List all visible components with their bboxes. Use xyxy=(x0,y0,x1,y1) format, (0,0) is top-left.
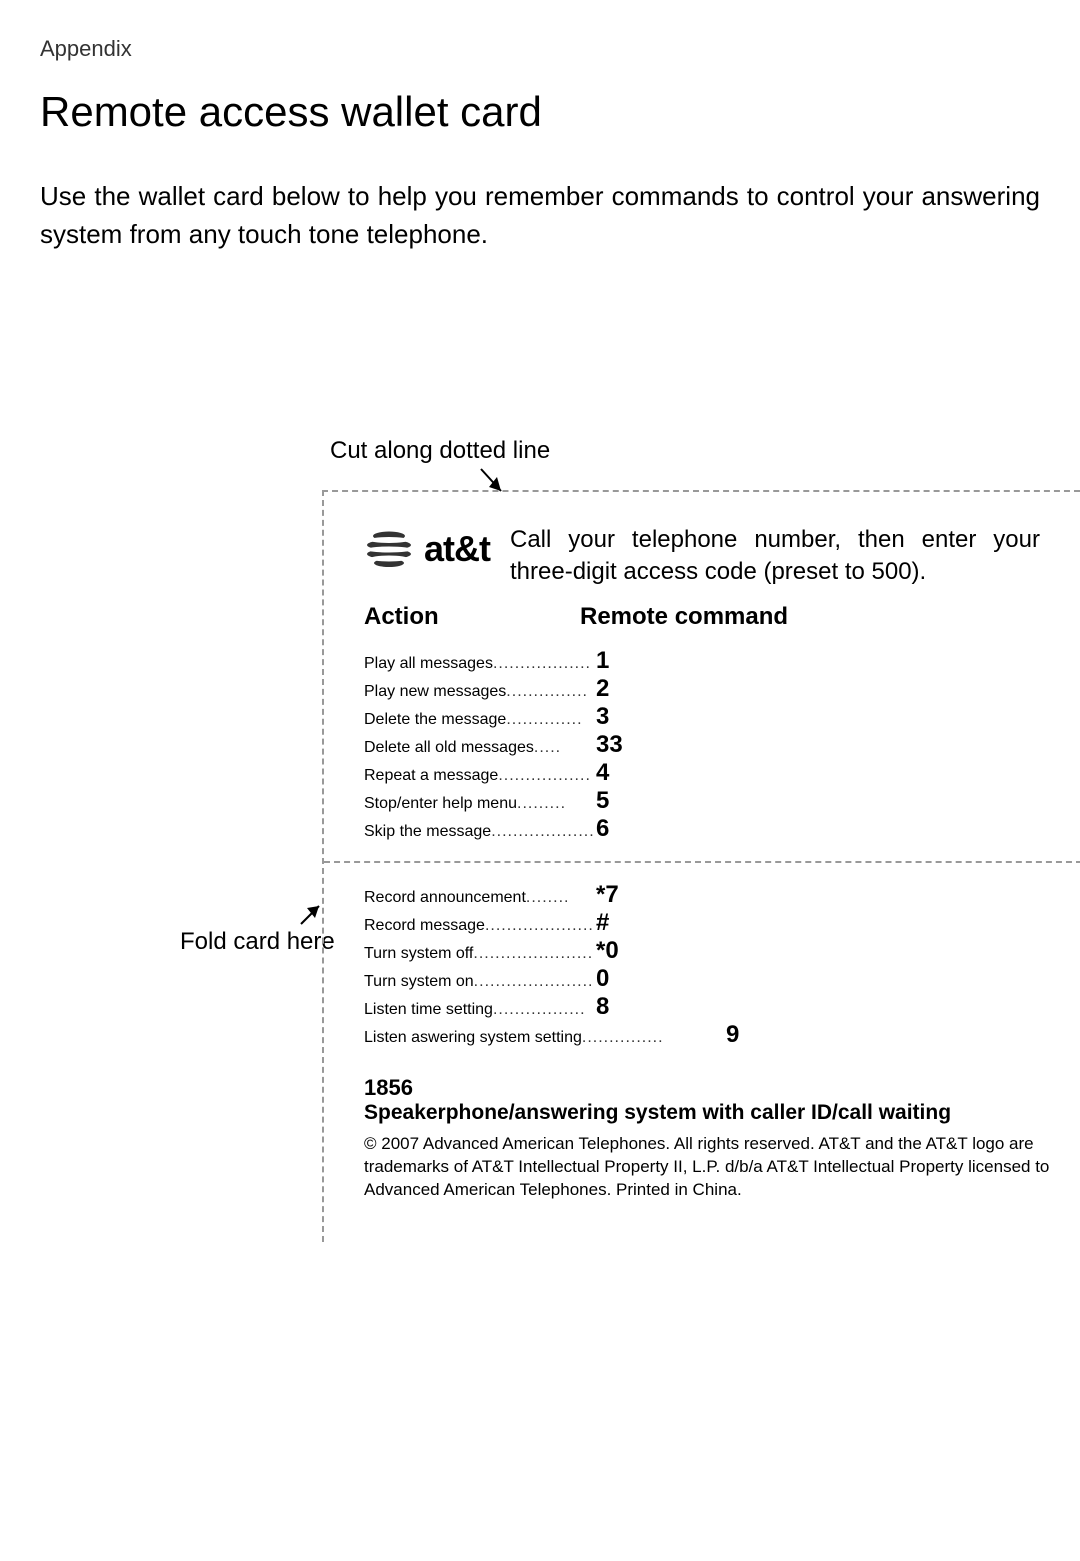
header-action: Action xyxy=(364,603,580,631)
command-code: 6 xyxy=(596,815,609,843)
copyright-text: © 2007 Advanced American Telephones. All… xyxy=(364,1133,1050,1202)
command-action: Turn system off xyxy=(364,945,473,963)
command-row: Play new messages............... 2 xyxy=(364,675,1080,703)
fold-line xyxy=(324,861,1080,863)
model-number: 1856 xyxy=(364,1075,1050,1101)
command-row: Stop/enter help menu......... 5 xyxy=(364,787,1080,815)
command-code: 4 xyxy=(596,759,609,787)
att-logo-text: at&t xyxy=(424,528,490,570)
leader-dots: .................. xyxy=(493,655,591,673)
command-row: Delete the message.............. 3 xyxy=(364,703,1080,731)
leader-dots: ........................ xyxy=(474,973,594,991)
leader-dots: ............... xyxy=(506,683,588,701)
command-action: Stop/enter help menu xyxy=(364,795,517,813)
command-action: Repeat a message xyxy=(364,767,498,785)
command-action: Record announcement xyxy=(364,889,526,907)
leader-dots: ................. xyxy=(493,1001,586,1019)
command-code: 0 xyxy=(596,965,609,993)
leader-dots: ................. xyxy=(498,767,591,785)
model-description: Speakerphone/answering system with calle… xyxy=(364,1101,1050,1125)
command-action: Skip the message xyxy=(364,823,491,841)
wallet-card: at&t Call your telephone number, then en… xyxy=(322,490,1080,1242)
cut-along-label: Cut along dotted line xyxy=(330,437,550,465)
leader-dots: .............. xyxy=(506,711,582,729)
command-row: Delete all old messages..... 33 xyxy=(364,731,1080,759)
command-action: Record message xyxy=(364,917,485,935)
command-row: Skip the message...................6 xyxy=(364,815,1080,843)
command-action: Turn system on xyxy=(364,973,474,991)
command-code: *0 xyxy=(596,937,619,965)
card-footer: 1856 Speakerphone/answering system with … xyxy=(364,1075,1080,1202)
card-header: at&t Call your telephone number, then en… xyxy=(364,524,1080,589)
command-code: *7 xyxy=(596,881,619,909)
leader-dots: ............... xyxy=(582,1029,664,1047)
command-action: Listen time setting xyxy=(364,1001,493,1019)
breadcrumb: Appendix xyxy=(40,36,1040,62)
command-list-top: Play all messages..................1Play… xyxy=(364,647,1080,843)
globe-icon xyxy=(364,524,414,574)
leader-dots: ...................... xyxy=(485,917,594,935)
leader-dots: ......... xyxy=(517,795,566,813)
command-row: Record announcement........ *7 xyxy=(364,881,1080,909)
command-list-bottom: Record announcement........*7Record mess… xyxy=(364,881,1080,1049)
call-instruction: Call your telephone number, then enter y… xyxy=(510,524,1080,589)
column-headers: Action Remote command xyxy=(364,603,1080,631)
header-remote-command: Remote command xyxy=(580,603,788,631)
command-code: 5 xyxy=(596,787,609,815)
command-action: Delete all old messages xyxy=(364,739,534,757)
leader-dots: ........................ xyxy=(473,945,594,963)
command-code: 33 xyxy=(596,731,623,759)
command-row: Play all messages.................. 1 xyxy=(364,647,1080,675)
command-action: Listen aswering system setting xyxy=(364,1029,582,1047)
command-action: Delete the message xyxy=(364,711,506,729)
intro-paragraph: Use the wallet card below to help you re… xyxy=(40,178,1040,253)
command-row: Repeat a message................. 4 xyxy=(364,759,1080,787)
att-logo: at&t xyxy=(364,524,490,574)
leader-dots: ................... xyxy=(491,823,594,841)
command-code: 8 xyxy=(596,993,609,1021)
leader-dots: ..... xyxy=(534,739,561,757)
command-code: # xyxy=(596,909,609,937)
command-action: Play all messages xyxy=(364,655,493,673)
command-row: Listen time setting................. 8 xyxy=(364,993,1080,1021)
command-row: Turn system on........................0 xyxy=(364,965,1080,993)
fold-here-label: Fold card here xyxy=(180,928,335,956)
command-row: Record message......................# xyxy=(364,909,1080,937)
command-code: 2 xyxy=(596,675,609,703)
command-action: Play new messages xyxy=(364,683,506,701)
command-code: 3 xyxy=(596,703,609,731)
command-code: 1 xyxy=(596,647,609,675)
command-row: Turn system off........................*… xyxy=(364,937,1080,965)
command-code: 9 xyxy=(726,1021,739,1049)
leader-dots: ........ xyxy=(526,889,570,907)
page-title: Remote access wallet card xyxy=(40,88,1040,136)
command-row: Listen aswering system setting..........… xyxy=(364,1021,1080,1049)
